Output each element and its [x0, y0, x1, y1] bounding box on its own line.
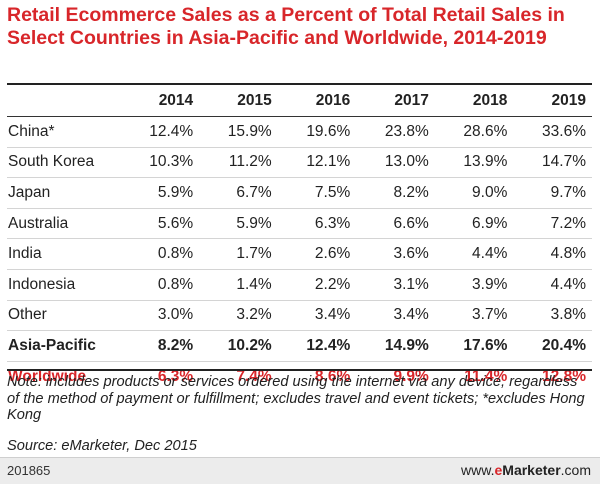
table-cell: 14.9%	[356, 330, 435, 362]
table-cell: 14.7%	[513, 146, 592, 178]
table-cell: 11.4%	[434, 360, 514, 392]
table-cell: 4.8%	[513, 238, 592, 270]
table-cell: 0.8%	[120, 268, 200, 301]
table-cell: 13.9%	[434, 146, 514, 178]
row-label: Other	[7, 299, 121, 331]
table-cell: 3.9%	[434, 268, 514, 301]
table-row: China* 12.4% 15.9% 19.6% 23.8% 28.6% 33.6%	[7, 116, 592, 148]
column-header: 2017	[394, 92, 429, 109]
table-cell: 12.8%	[513, 360, 592, 392]
table-cell: 7.4%	[199, 360, 278, 392]
table-cell: 5.6%	[120, 207, 200, 239]
table-cell: 9.0%	[434, 177, 514, 209]
table-cell: 3.1%	[356, 268, 435, 301]
table-cell: 6.3%	[120, 360, 200, 392]
table-row: Asia-Pacific 8.2% 10.2% 12.4% 14.9% 17.6% 20.4…	[7, 330, 592, 362]
brand-e: e	[494, 462, 503, 478]
table-cell: 3.6%	[356, 238, 435, 270]
row-label: Indonesia	[7, 268, 121, 301]
table-cell: 6.6%	[356, 207, 435, 239]
table-row: South Korea 10.3% 11.2% 12.1% 13.0% 13.9% 14.7…	[7, 146, 592, 178]
table-row: Australia 5.6% 5.9% 6.3% 6.6% 6.9% 7.2%	[7, 207, 592, 239]
table-row: India 0.8% 1.7% 2.6% 3.6% 4.4% 4.8%	[7, 238, 592, 270]
table-cell: 28.6%	[434, 116, 514, 148]
brand-marketer: Marketer	[502, 462, 561, 478]
row-label: China*	[7, 116, 121, 148]
table-cell: 7.2%	[513, 207, 592, 239]
bottom-rule	[7, 369, 592, 371]
table-cell: 0.8%	[120, 238, 200, 270]
row-label: Japan	[7, 177, 121, 209]
table-cell: 9.7%	[513, 177, 592, 209]
table-cell: 4.4%	[513, 268, 592, 301]
table-cell: 5.9%	[120, 177, 200, 209]
row-label: Asia-Pacific	[7, 330, 121, 362]
row-label: South Korea	[7, 146, 121, 178]
chart-note: Note: includes products or services orde…	[7, 374, 585, 423]
chart-title: Retail Ecommerce Sales as a Percent of T…	[7, 4, 565, 49]
table-cell: 3.4%	[277, 299, 357, 331]
table-cell: 8.2%	[120, 330, 200, 362]
table-cell: 11.2%	[199, 146, 278, 178]
table-row: Worldwide 6.3% 7.4% 8.6% 9.9% 11.4% 12.8%	[7, 360, 592, 392]
header-corner	[7, 86, 121, 117]
table-cell: 12.4%	[120, 116, 200, 148]
chart-source: Source: eMarketer, Dec 2015	[7, 438, 197, 454]
table-cell: 12.4%	[277, 330, 357, 362]
footer-bar: 201865 www.eMarketer.com	[0, 457, 600, 484]
brand-link[interactable]: www.eMarketer.com	[461, 462, 591, 478]
table-cell: 9.9%	[356, 360, 435, 392]
table-cell: 3.8%	[513, 299, 592, 331]
table-cell: 3.0%	[120, 299, 200, 331]
table-cell: 8.6%	[277, 360, 357, 392]
table-cell: 3.4%	[356, 299, 435, 331]
brand-suffix: .com	[560, 462, 591, 478]
row-label: Australia	[7, 207, 121, 239]
column-header: 2019	[551, 92, 586, 109]
row-label: India	[7, 238, 121, 270]
table-cell: 13.0%	[356, 146, 435, 178]
table-row: Other 3.0% 3.2% 3.4% 3.4% 3.7% 3.8%	[7, 299, 592, 331]
top-rule	[7, 83, 592, 85]
data-table: 2014 2015 2016 2017 2018 2019 China* 12.4…	[7, 86, 592, 392]
table-cell: 2.2%	[277, 268, 357, 301]
table-cell: 2.6%	[277, 238, 357, 270]
table-cell: 6.3%	[277, 207, 357, 239]
table-row: Indonesia 0.8% 1.4% 2.2% 3.1% 3.9% 4.4%	[7, 268, 592, 301]
table-cell: 6.7%	[199, 177, 278, 209]
brand-prefix: www.	[461, 462, 495, 478]
table-cell: 12.1%	[277, 146, 357, 178]
table-cell: 6.9%	[434, 207, 514, 239]
table-cell: 20.4%	[513, 330, 592, 362]
table-cell: 5.9%	[199, 207, 278, 239]
row-label: Worldwide	[7, 360, 121, 392]
header-row: 2014 2015 2016 2017 2018 2019	[7, 86, 592, 117]
table-cell: 23.8%	[356, 116, 435, 148]
table-cell: 19.6%	[277, 116, 357, 148]
table-cell: 10.3%	[120, 146, 200, 178]
column-header: 2018	[472, 92, 508, 109]
table-body: China* 12.4% 15.9% 19.6% 23.8% 28.6% 33.6% Sout…	[7, 116, 592, 392]
table-cell: 7.5%	[277, 177, 357, 209]
table-cell: 1.7%	[199, 238, 278, 270]
table-row: Japan 5.9% 6.7% 7.5% 8.2% 9.0% 9.7%	[7, 177, 592, 209]
column-header: 2016	[315, 92, 351, 109]
chart-id: 201865	[7, 463, 51, 478]
table-cell: 1.4%	[199, 268, 278, 301]
table-cell: 10.2%	[199, 330, 278, 362]
table-cell: 4.4%	[434, 238, 514, 270]
table-cell: 15.9%	[199, 116, 278, 148]
table-cell: 3.2%	[199, 299, 278, 331]
table-cell: 33.6%	[513, 116, 592, 148]
column-header: 2014	[158, 92, 194, 109]
table-cell: 3.7%	[434, 299, 514, 331]
column-header: 2015	[237, 92, 272, 109]
table-cell: 8.2%	[356, 177, 435, 209]
table-cell: 17.6%	[434, 330, 514, 362]
